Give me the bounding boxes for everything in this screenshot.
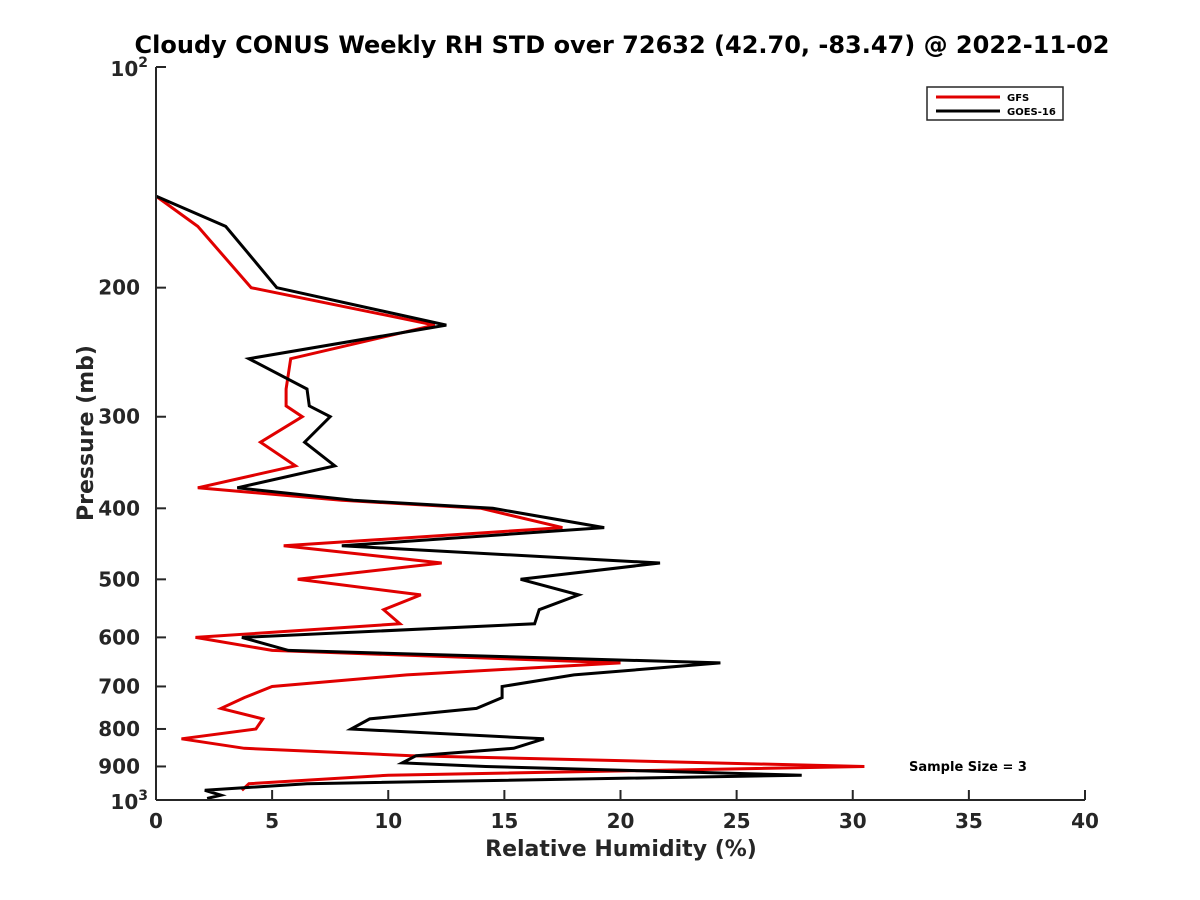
series-group — [155, 194, 865, 800]
x-tick-label: 0 — [149, 809, 163, 833]
y-axis-label: Pressure (mb) — [74, 345, 99, 521]
y-tick-label: 900 — [98, 754, 140, 778]
y-tick-label: 200 — [98, 276, 140, 300]
x-tick-label: 15 — [490, 809, 518, 833]
x-tick-label: 10 — [374, 809, 402, 833]
x-tick-label: 30 — [839, 809, 867, 833]
sample-size-annotation: Sample Size = 3 — [909, 760, 1027, 775]
y-tick-label-power: 103 — [110, 788, 148, 814]
series-line-goes-16 — [155, 194, 802, 800]
x-tick-label: 5 — [265, 809, 279, 833]
y-tick-label: 700 — [98, 674, 140, 698]
x-tick-label: 40 — [1071, 809, 1099, 833]
legend: GFS GOES-16 — [926, 86, 1064, 121]
x-axis-ticks: 0 5 10 15 20 25 30 35 40 — [149, 790, 1099, 833]
plot-area: 0 5 10 15 20 25 30 35 40 102 200 300 400 500 600 700 80… — [98, 55, 1099, 833]
y-tick-label: 600 — [98, 625, 140, 649]
series-line-gfs — [155, 194, 865, 792]
y-tick-label: 500 — [98, 567, 140, 591]
x-tick-label: 25 — [723, 809, 751, 833]
legend-box — [926, 86, 1064, 121]
y-tick-label: 300 — [98, 405, 140, 429]
chart-title: Cloudy CONUS Weekly RH STD over 72632 (4… — [135, 31, 1110, 59]
y-tick-label: 400 — [98, 496, 140, 520]
x-tick-label: 20 — [607, 809, 635, 833]
plot-frame — [156, 67, 1085, 800]
x-axis-label: Relative Humidity (%) — [485, 837, 757, 862]
x-tick-label: 35 — [955, 809, 983, 833]
legend-entry-label: GOES-16 — [1007, 107, 1056, 118]
y-tick-label-power: 102 — [110, 55, 148, 81]
y-tick-label: 800 — [98, 717, 140, 741]
legend-entry-label: GFS — [1007, 93, 1029, 104]
y-axis-ticks: 102 200 300 400 500 600 700 800 900 103 — [98, 55, 166, 814]
legend-items: GFS GOES-16 — [936, 93, 1056, 118]
